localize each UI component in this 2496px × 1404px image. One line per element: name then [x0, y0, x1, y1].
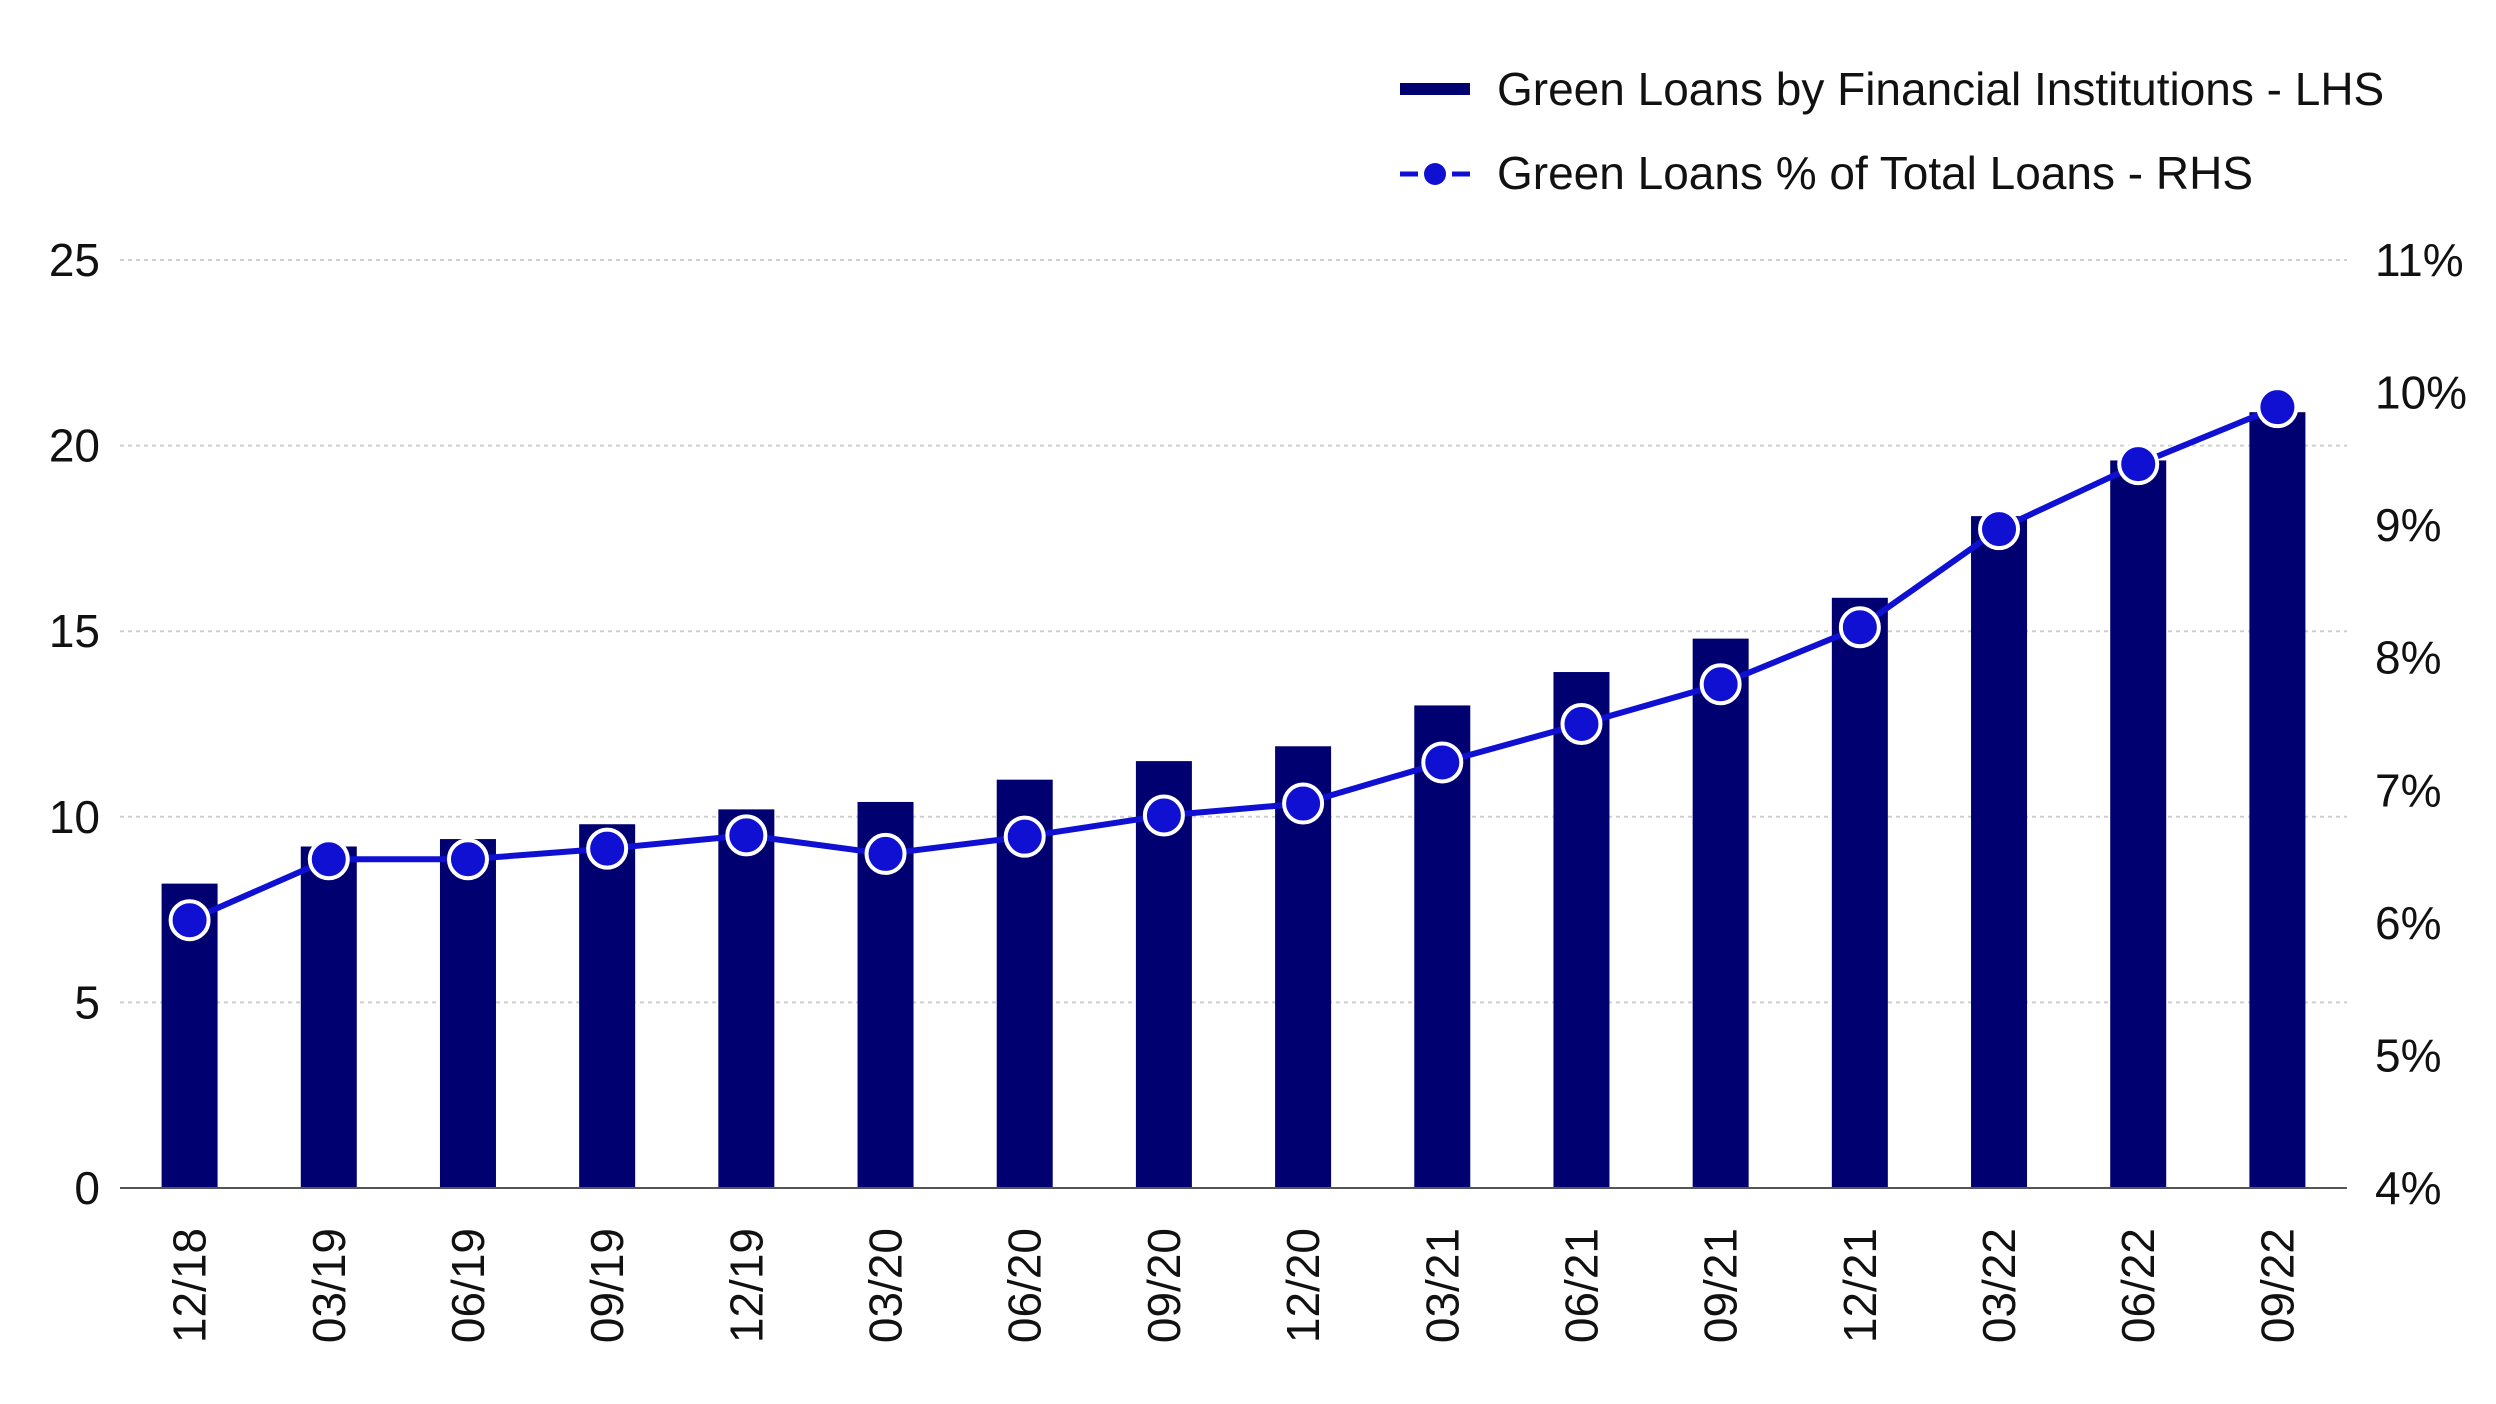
series-line — [188, 404, 2279, 923]
x-tick-label: 06/20 — [999, 1228, 1051, 1343]
line-point — [2256, 386, 2299, 429]
line-point — [446, 838, 489, 881]
right-tick-label: 6% — [2375, 897, 2441, 949]
line-point — [1978, 508, 2021, 551]
right-tick-label: 4% — [2375, 1162, 2441, 1214]
bar — [1692, 638, 1749, 1188]
line-point — [1282, 782, 1325, 825]
legend-line-label: Green Loans % of Total Loans - RHS — [1497, 147, 2253, 199]
right-tick-label: 7% — [2375, 764, 2441, 816]
line-point — [1142, 794, 1185, 837]
x-tick-label: 12/21 — [1834, 1228, 1886, 1343]
right-axis-ticks: 4% 5% 6% 7% 8% 9% 10% 11% — [2375, 234, 2467, 1214]
legend-line-marker — [1424, 163, 1446, 185]
bar — [1831, 597, 1888, 1188]
line-point — [1560, 703, 1603, 745]
bar — [718, 809, 775, 1188]
bar — [1553, 672, 1610, 1188]
line-point — [1421, 741, 1464, 784]
legend-bar-swatch — [1400, 83, 1470, 95]
x-axis-ticks: 12/18 03/19 06/19 09/19 12/19 03/20 06/20 09/20… — [164, 1228, 2304, 1343]
left-axis-ticks: 0 5 10 15 20 25 — [49, 234, 100, 1214]
x-tick-label: 03/22 — [1973, 1228, 2025, 1343]
line-point — [725, 814, 768, 857]
right-tick-label: 11% — [2375, 234, 2464, 286]
line-point — [1003, 815, 1046, 858]
line-point — [307, 838, 350, 881]
bar — [439, 839, 496, 1188]
left-tick-label: 15 — [49, 605, 100, 657]
bar — [2249, 412, 2306, 1188]
x-tick-label: 12/18 — [164, 1228, 216, 1343]
left-tick-label: 20 — [49, 420, 100, 472]
bar — [300, 846, 357, 1188]
line-point — [168, 899, 211, 942]
x-tick-label: 06/21 — [1555, 1228, 1607, 1343]
x-tick-label: 03/21 — [1416, 1228, 1468, 1343]
x-tick-label: 09/20 — [1138, 1228, 1190, 1343]
bar — [1414, 705, 1471, 1188]
x-tick-label: 09/22 — [2251, 1228, 2303, 1343]
x-tick-label: 09/21 — [1695, 1228, 1747, 1343]
left-tick-label: 10 — [49, 791, 100, 843]
line-series — [168, 386, 2299, 942]
x-tick-label: 12/19 — [720, 1228, 772, 1343]
right-tick-label: 10% — [2375, 367, 2467, 419]
x-tick-label: 03/20 — [860, 1228, 912, 1343]
right-tick-label: 8% — [2375, 632, 2441, 684]
legend: Green Loans by Financial Institutions - … — [1400, 63, 2384, 199]
line-point — [586, 827, 629, 870]
right-tick-label: 5% — [2375, 1029, 2441, 1081]
line-point — [1699, 663, 1742, 706]
left-tick-label: 5 — [74, 976, 100, 1028]
bar — [1971, 516, 2028, 1188]
x-tick-label: 06/19 — [442, 1228, 494, 1343]
legend-bar-label: Green Loans by Financial Institutions - … — [1497, 63, 2384, 115]
line-point — [2117, 443, 2160, 486]
x-tick-label: 03/19 — [303, 1228, 355, 1343]
left-tick-label: 0 — [74, 1162, 100, 1214]
bar — [579, 824, 636, 1188]
line-point — [1838, 606, 1881, 649]
line-point — [864, 832, 907, 875]
bar — [2110, 460, 2167, 1188]
x-tick-label: 12/20 — [1277, 1228, 1329, 1343]
right-tick-label: 9% — [2375, 499, 2441, 551]
x-tick-label: 09/19 — [581, 1228, 633, 1343]
bar-series — [161, 412, 2306, 1188]
x-tick-label: 06/22 — [2112, 1228, 2164, 1343]
left-tick-label: 25 — [49, 234, 100, 286]
